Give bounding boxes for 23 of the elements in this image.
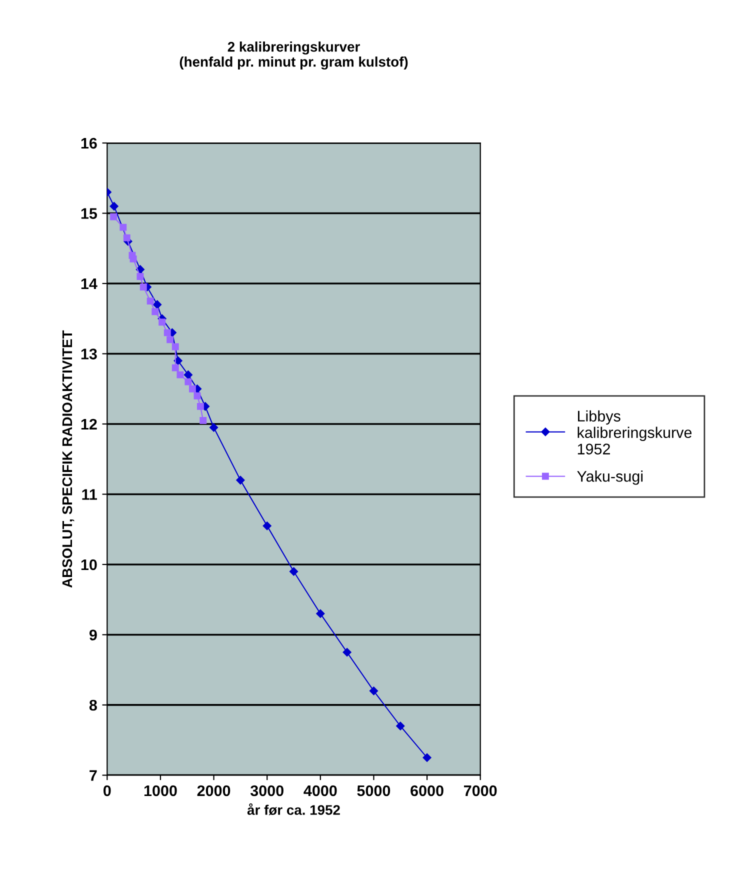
chart-title: 2 kalibreringskurver (henfald pr. minut pr. gram kulstof) [180, 42, 408, 70]
y-tick-label: 10 [81, 559, 97, 570]
legend-label: Yaku-sugi [577, 470, 643, 485]
x-tick-label: 1000 [144, 785, 177, 796]
x-tick-label: 6000 [410, 785, 444, 796]
x-tick-label: 3000 [250, 785, 284, 796]
y-tick-label: 16 [81, 138, 97, 149]
x-axis-title: år før ca. 1952 [247, 803, 340, 816]
y-tick-label: 7 [90, 770, 97, 781]
y-tick-label: 15 [81, 208, 98, 219]
x-tick-label: 2000 [197, 785, 230, 796]
x-tick-label: 4000 [304, 785, 337, 796]
y-tick-label: 9 [89, 630, 97, 640]
y-tick-label: 12 [81, 418, 97, 430]
y-tick-label: 13 [81, 348, 97, 360]
x-tick-label: 7000 [464, 785, 497, 796]
x-tick-label: 5000 [357, 785, 390, 796]
y-tick-label: 11 [82, 489, 98, 500]
y-axis-title: ABSOLUT, SPECIFIK RADIOAKTIVITET [62, 330, 74, 588]
x-tick-label: 0 [104, 785, 111, 796]
y-tick-label: 8 [89, 700, 97, 711]
y-tick-label: 14 [81, 278, 98, 290]
legend-label: Libbys kalibreringskurve 1952 [578, 410, 692, 454]
